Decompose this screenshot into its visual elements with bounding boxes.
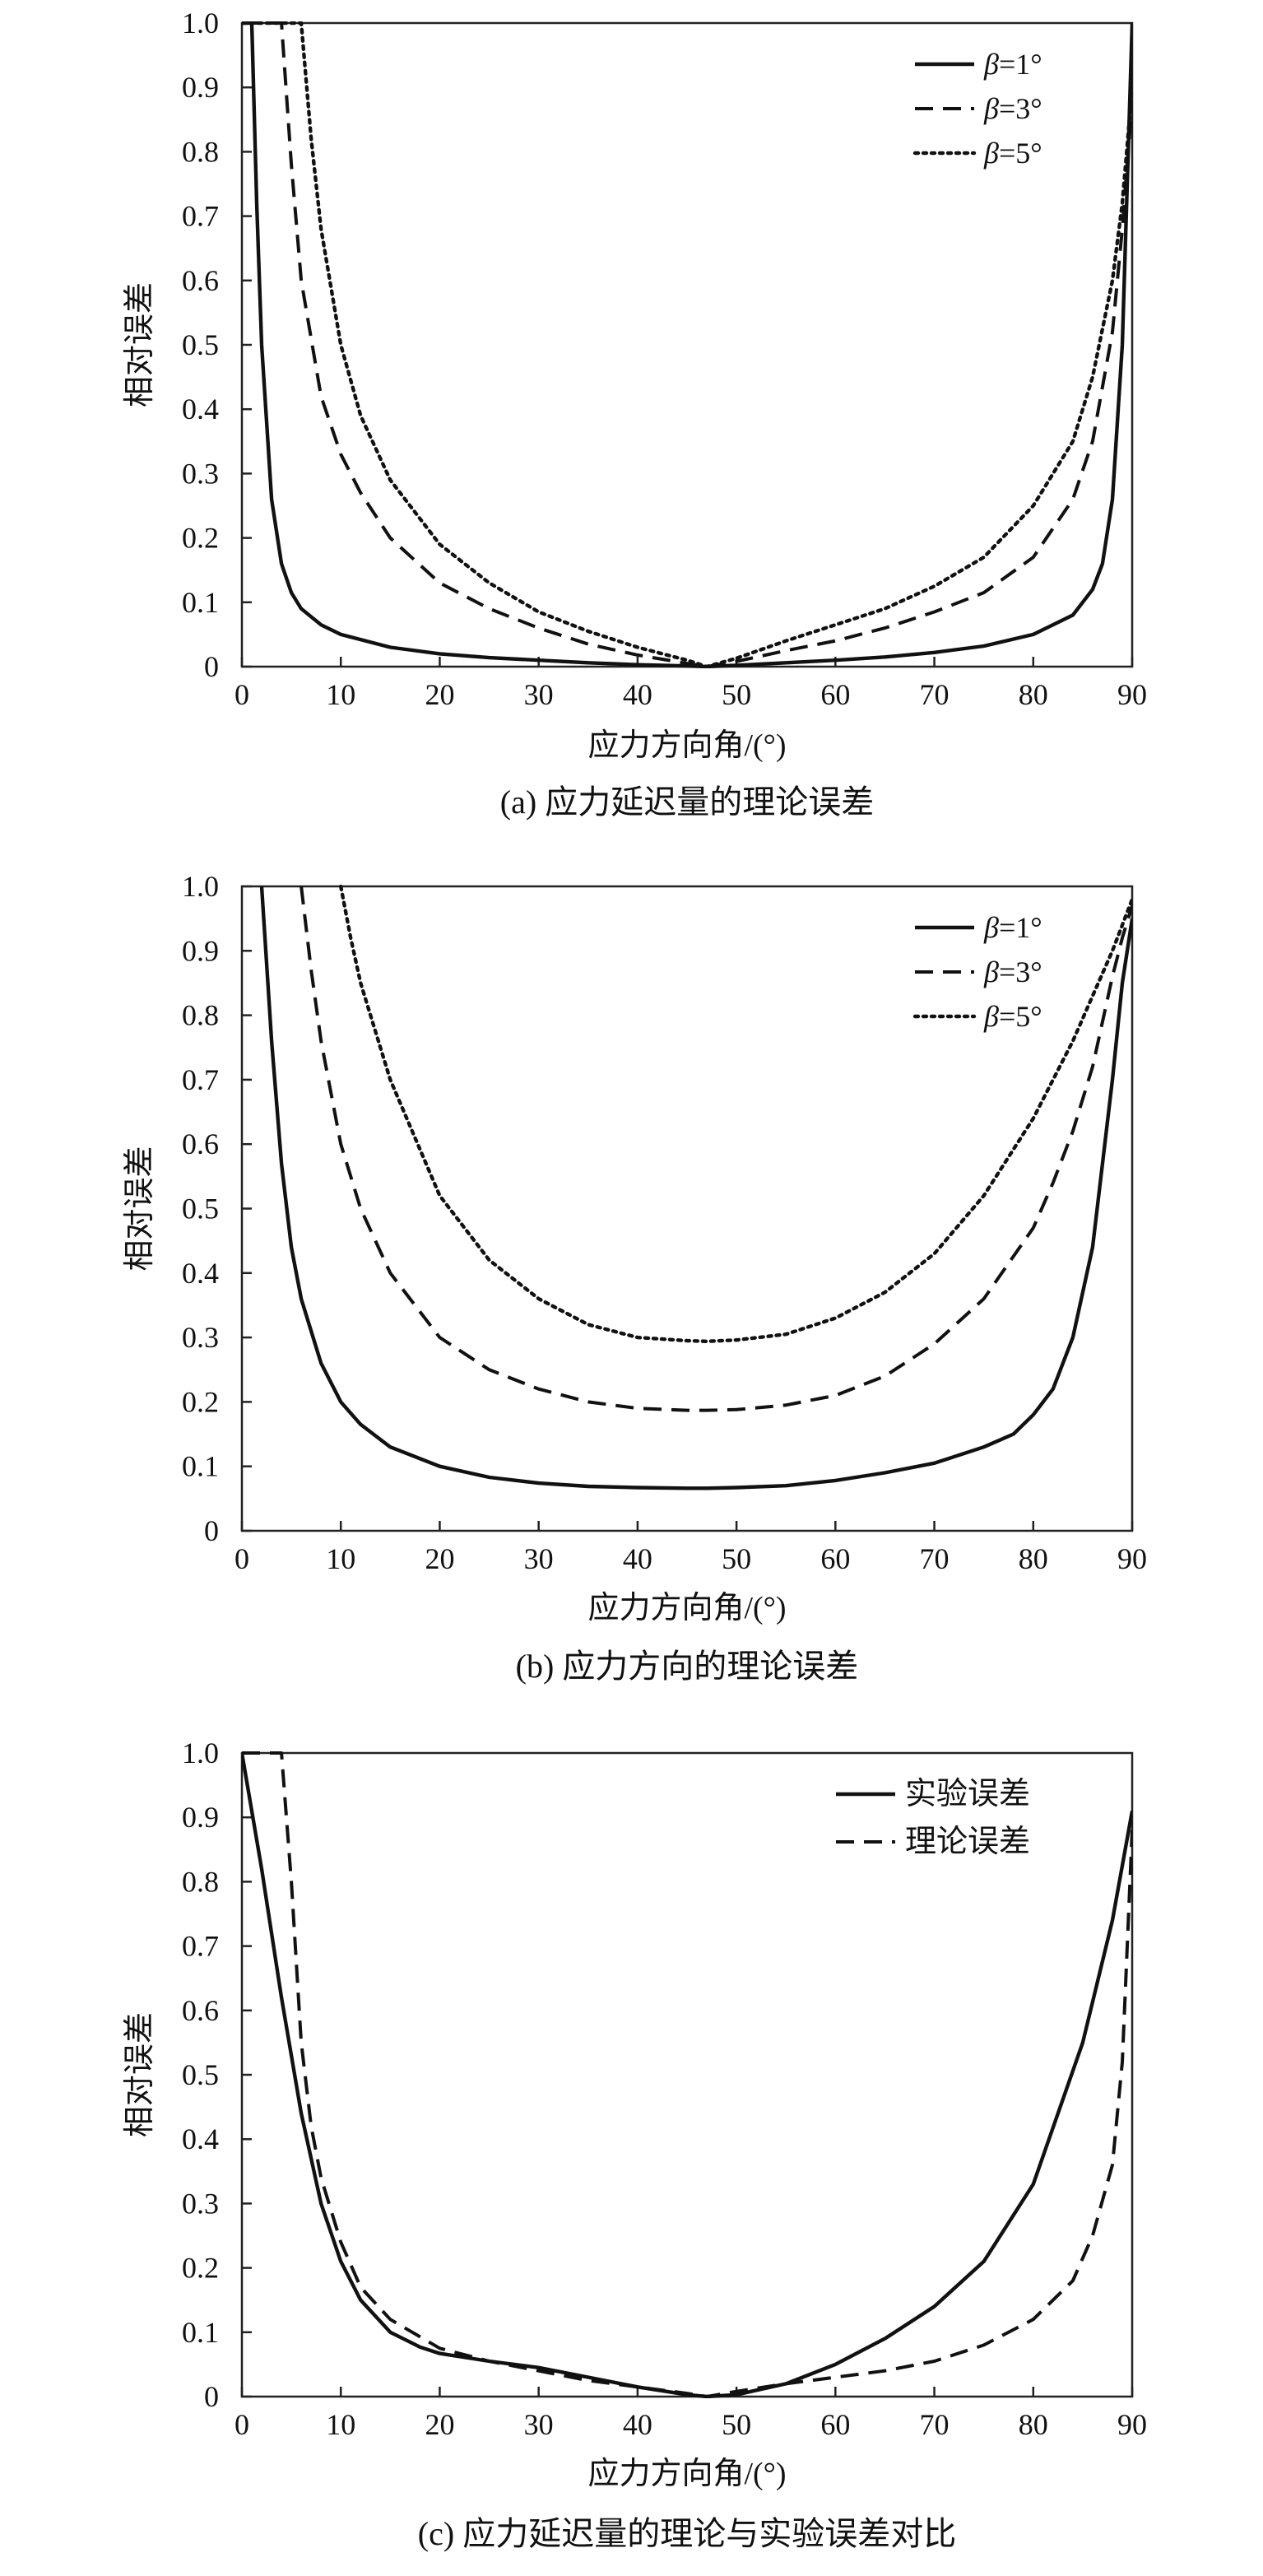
x-tick-label: 50 — [722, 2408, 751, 2441]
x-axis-title: 应力方向角/(°) — [587, 1591, 786, 1625]
y-tick-label: 0.5 — [182, 2058, 219, 2091]
x-tick-label: 40 — [623, 678, 652, 711]
legend-label-3: β=5° — [983, 1000, 1042, 1033]
y-axis-title: 相对误差 — [123, 2012, 157, 2137]
y-tick-label: 0.9 — [182, 71, 219, 104]
series-line-3 — [339, 885, 1132, 1343]
y-tick-label: 0.1 — [182, 2316, 219, 2349]
chart-a: 0 10 20 30 40 50 60 70 80 90 0 0.1 0.2 0.3 0.4 0.5 0.6 0.… — [123, 7, 1147, 821]
y-tick-label: 0.2 — [182, 522, 219, 555]
x-tick-label: 80 — [1019, 1542, 1048, 1575]
series-line-1 — [242, 21, 1132, 668]
y-tick-label: 0.7 — [182, 200, 219, 233]
y-tick-label: 0.5 — [182, 1193, 219, 1225]
y-tick-label: 0 — [204, 2380, 219, 2413]
chart-caption: (b) 应力方向的理论误差 — [516, 1648, 859, 1685]
x-tick-label: 80 — [1019, 678, 1048, 711]
x-tick-label: 90 — [1117, 678, 1147, 711]
y-tick-label: 0.8 — [182, 999, 219, 1032]
x-tick-label: 20 — [425, 678, 454, 711]
legend-label-2: β=3° — [983, 92, 1042, 125]
y-tick-label: 0.3 — [182, 2187, 219, 2220]
x-tick-label: 0 — [234, 2408, 249, 2441]
x-tick-label: 60 — [820, 1542, 850, 1575]
chart-c: 0 10 20 30 40 50 60 70 80 90 0 0.1 0.2 0.3 0.4 0.5 0.6 0.… — [123, 1737, 1147, 2552]
y-tick-label: 0.1 — [182, 1450, 219, 1483]
x-tick-label: 20 — [425, 2408, 454, 2441]
y-tick-label: 0.3 — [182, 457, 219, 490]
x-tick-label: 60 — [820, 2408, 850, 2441]
y-tick-label: 0 — [204, 650, 219, 683]
legend-label-1: β=1° — [983, 48, 1042, 81]
chart-caption: (a) 应力延迟量的理论误差 — [500, 783, 874, 821]
x-tick-label: 80 — [1019, 2408, 1048, 2441]
legend-label-3: β=5° — [983, 137, 1042, 170]
legend-label-2: 理论误差 — [905, 1825, 1030, 1859]
x-tick-label: 50 — [722, 1542, 751, 1575]
y-tick-label: 0.9 — [182, 934, 219, 967]
y-tick-label: 0.8 — [182, 135, 219, 168]
x-tick-label: 10 — [326, 2408, 355, 2441]
x-tick-label: 0 — [234, 1542, 249, 1575]
x-tick-label: 10 — [326, 678, 355, 711]
x-tick-label: 30 — [524, 2408, 554, 2441]
x-axis-title: 应力方向角/(°) — [587, 2457, 786, 2491]
y-axis-title: 相对误差 — [123, 282, 157, 407]
x-tick-label: 0 — [234, 678, 249, 711]
y-tick-label: 0 — [204, 1514, 219, 1547]
chart-b: 0 10 20 30 40 50 60 70 80 90 0 0.1 0.2 0.3 0.4 0.5 0.6 0.… — [123, 870, 1147, 1685]
y-tick-label: 0.9 — [182, 1801, 219, 1834]
y-tick-label: 0.3 — [182, 1321, 219, 1354]
x-tick-label: 50 — [722, 678, 751, 711]
y-tick-label: 0.6 — [182, 1994, 219, 2027]
y-tick-label: 0.5 — [182, 328, 219, 361]
series-line-2 — [299, 886, 1132, 1412]
chart-caption: (c) 应力延迟量的理论与实验误差对比 — [418, 2515, 956, 2552]
x-tick-label: 20 — [425, 1542, 454, 1575]
x-tick-label: 70 — [920, 678, 950, 711]
y-tick-label: 0.4 — [182, 393, 219, 425]
x-axis-title: 应力方向角/(°) — [587, 728, 786, 763]
y-tick-label: 1.0 — [182, 1737, 219, 1769]
x-tick-label: 40 — [623, 2408, 652, 2441]
x-tick-label: 10 — [326, 1542, 355, 1575]
x-tick-label: 30 — [524, 678, 554, 711]
y-tick-label: 0.1 — [182, 586, 219, 619]
x-tick-label: 90 — [1117, 1542, 1147, 1575]
x-tick-label: 70 — [920, 2408, 950, 2441]
x-tick-label: 70 — [920, 1542, 950, 1575]
y-tick-label: 0.6 — [182, 264, 219, 297]
y-tick-label: 0.4 — [182, 1257, 219, 1290]
y-tick-label: 1.0 — [182, 7, 219, 40]
series-line-1 — [259, 886, 1132, 1490]
legend-label-1: β=1° — [983, 911, 1042, 944]
y-tick-label: 0.2 — [182, 1385, 219, 1418]
legend-label-2: β=3° — [983, 956, 1042, 988]
y-tick-label: 0.8 — [182, 1865, 219, 1898]
x-tick-label: 30 — [524, 1542, 554, 1575]
x-tick-label: 90 — [1117, 2408, 1147, 2441]
series-line-3 — [242, 21, 1132, 668]
y-tick-label: 0.7 — [182, 1930, 219, 1963]
series-line-2 — [242, 21, 1132, 668]
y-axis-title: 相对误差 — [123, 1146, 157, 1271]
series-line-2 — [242, 1751, 1132, 2398]
y-tick-label: 0.6 — [182, 1128, 219, 1160]
x-tick-label: 40 — [623, 1542, 652, 1575]
x-tick-label: 60 — [820, 678, 850, 711]
series-line-1 — [242, 1752, 1132, 2398]
y-tick-label: 0.7 — [182, 1063, 219, 1096]
legend-label-1: 实验误差 — [905, 1777, 1030, 1811]
y-tick-label: 0.4 — [182, 2123, 219, 2155]
y-tick-label: 1.0 — [182, 870, 219, 903]
y-tick-label: 0.2 — [182, 2252, 219, 2285]
